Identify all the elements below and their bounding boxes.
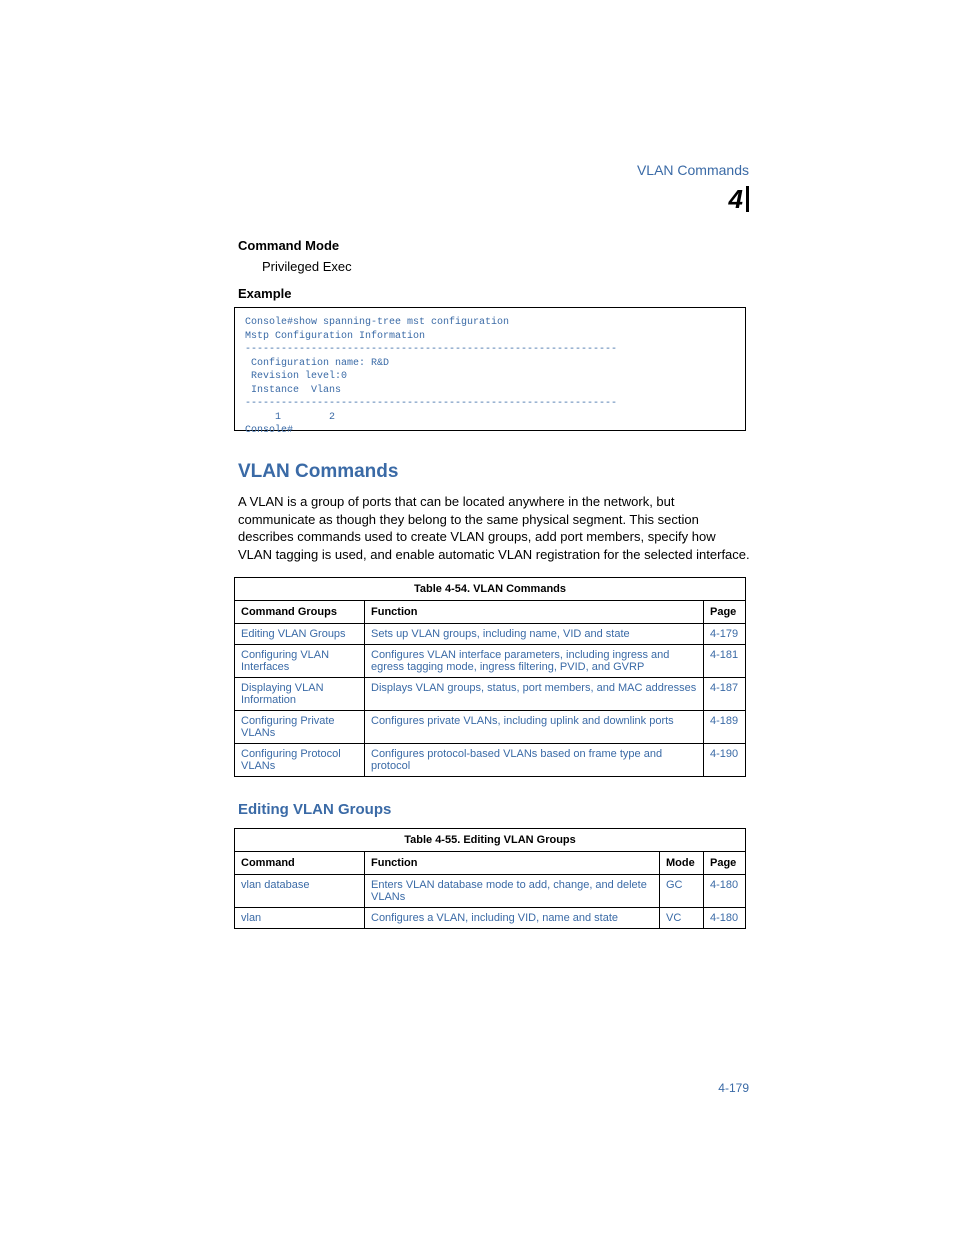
page: VLAN Commands 4 Command Mode Privileged … (0, 0, 954, 1235)
table-header: Command Groups (235, 601, 365, 624)
table-cell: Configuring VLAN Interfaces (235, 645, 365, 678)
table-cell: Configuring Protocol VLANs (235, 744, 365, 777)
editing-vlan-table: Table 4-55. Editing VLAN Groups CommandF… (234, 828, 746, 929)
table-cell: GC (660, 875, 704, 908)
table-cell: Editing VLAN Groups (235, 624, 365, 645)
chapter-bar-icon (746, 186, 749, 212)
table-header: Function (365, 601, 704, 624)
table-cell: Configures protocol-based VLANs based on… (365, 744, 704, 777)
vlan-commands-table: Table 4-54. VLAN Commands Command Groups… (234, 577, 746, 777)
example-code-box: Console#show spanning-tree mst configura… (234, 307, 746, 431)
table-cell: 4-190 (704, 744, 746, 777)
table-cell: vlan (235, 908, 365, 929)
table-row: Displaying VLAN InformationDisplays VLAN… (235, 678, 746, 711)
table-cell: 4-179 (704, 624, 746, 645)
vlan-commands-heading: VLAN Commands (238, 461, 750, 483)
header-title: VLAN Commands (637, 162, 749, 178)
table-row: Editing VLAN GroupsSets up VLAN groups, … (235, 624, 746, 645)
table-cell: 4-181 (704, 645, 746, 678)
table-cell: Displaying VLAN Information (235, 678, 365, 711)
table-header: Mode (660, 852, 704, 875)
table-cell: Sets up VLAN groups, including name, VID… (365, 624, 704, 645)
example-heading: Example (238, 286, 750, 301)
example-code: Console#show spanning-tree mst configura… (235, 308, 745, 446)
table-cell: Configures a VLAN, including VID, name a… (365, 908, 660, 929)
page-number: 4-179 (718, 1081, 749, 1095)
table55-caption: Table 4-55. Editing VLAN Groups (234, 828, 746, 851)
table-cell: Configures private VLANs, including upli… (365, 711, 704, 744)
table-cell: 4-187 (704, 678, 746, 711)
chapter-indicator: 4 (729, 186, 749, 212)
table-header: Command (235, 852, 365, 875)
table-header: Page (704, 852, 746, 875)
table54-caption: Table 4-54. VLAN Commands (234, 577, 746, 600)
table-cell: Enters VLAN database mode to add, change… (365, 875, 660, 908)
table-cell: VC (660, 908, 704, 929)
table-row: Configuring Private VLANsConfigures priv… (235, 711, 746, 744)
table-header: Function (365, 852, 660, 875)
table-cell: 4-189 (704, 711, 746, 744)
chapter-number: 4 (729, 186, 746, 212)
command-mode-text: Privileged Exec (262, 259, 750, 274)
table-cell: Configuring Private VLANs (235, 711, 365, 744)
table-row: vlan databaseEnters VLAN database mode t… (235, 875, 746, 908)
table-header: Page (704, 601, 746, 624)
intro-paragraph: A VLAN is a group of ports that can be l… (238, 493, 750, 563)
table-row: vlanConfigures a VLAN, including VID, na… (235, 908, 746, 929)
table-cell: Configures VLAN interface parameters, in… (365, 645, 704, 678)
table-cell: 4-180 (704, 908, 746, 929)
command-mode-heading: Command Mode (238, 238, 750, 253)
table-cell: 4-180 (704, 875, 746, 908)
table-row: Configuring Protocol VLANsConfigures pro… (235, 744, 746, 777)
table-row: Configuring VLAN InterfacesConfigures VL… (235, 645, 746, 678)
editing-vlan-heading: Editing VLAN Groups (238, 801, 750, 818)
table-cell: vlan database (235, 875, 365, 908)
content-area: Command Mode Privileged Exec Example Con… (238, 238, 750, 953)
running-header: VLAN Commands (637, 162, 749, 180)
table-cell: Displays VLAN groups, status, port membe… (365, 678, 704, 711)
